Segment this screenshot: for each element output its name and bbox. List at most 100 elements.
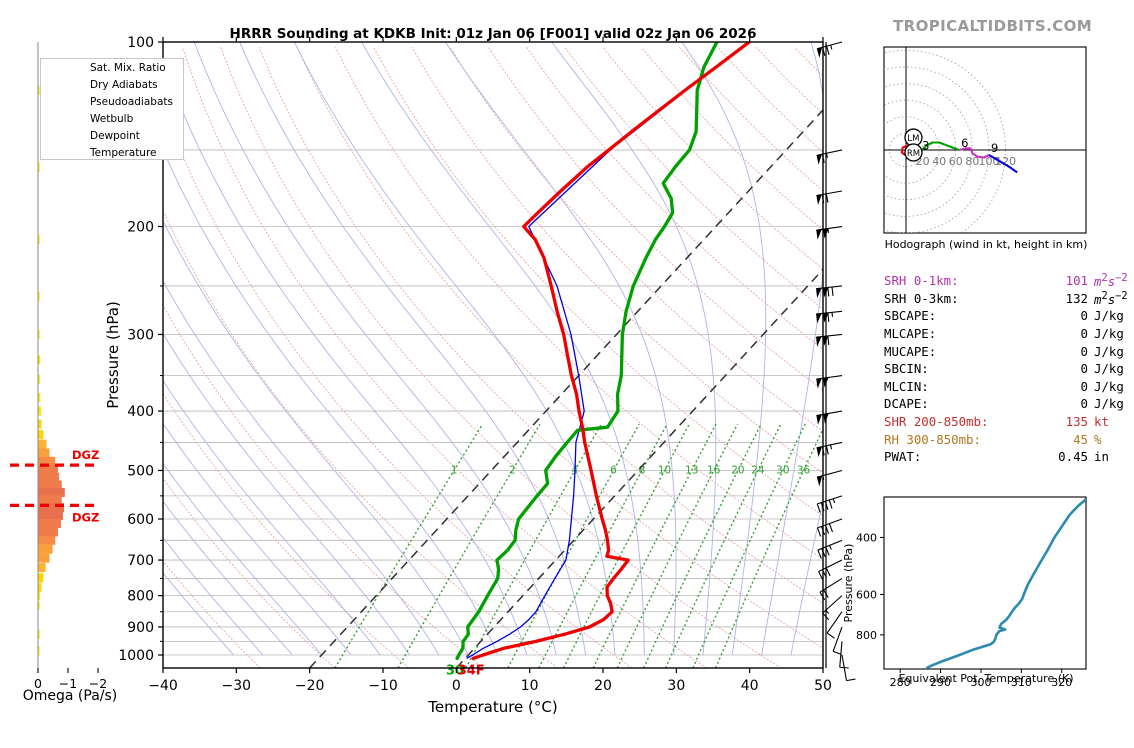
legend-item: Dry Adiabats bbox=[41, 76, 183, 93]
omega-bar bbox=[38, 430, 44, 440]
parameter-unit: J/kg bbox=[1094, 396, 1124, 412]
omega-panel: DGZ DGZ 0 −1 −2 bbox=[10, 42, 107, 691]
parameter-value: 0 bbox=[1080, 361, 1088, 377]
thetae-y-axis-label: Pressure (hPa) bbox=[842, 544, 855, 623]
omega-bar bbox=[38, 582, 42, 592]
parameter-row: MLCAPE: 0 J/kg bbox=[884, 325, 1134, 343]
surface-dewpoint-label: 30 bbox=[446, 663, 464, 678]
temperature-tick-label: −20 bbox=[295, 678, 325, 694]
parameter-label: SBCIN: bbox=[884, 361, 929, 377]
omega-bar bbox=[38, 291, 40, 301]
dewpoint-curve bbox=[455, 42, 719, 661]
omega-bar bbox=[38, 392, 41, 402]
legend-item: Sat. Mix. Ratio bbox=[41, 59, 183, 76]
parameter-row: SRH 0-1km: 101 m2s−2 bbox=[884, 272, 1134, 290]
parameter-value: 0 bbox=[1080, 378, 1088, 394]
parameter-value: 101 bbox=[1065, 273, 1088, 289]
temperature-tick-label: 40 bbox=[741, 678, 759, 694]
thetae-curve bbox=[925, 498, 1086, 669]
pressure-tick-label: 900 bbox=[127, 620, 154, 636]
hodograph-ring-label: 60 bbox=[949, 155, 963, 168]
omega-bar bbox=[38, 503, 65, 513]
omega-tick-label: −2 bbox=[89, 676, 107, 691]
parameter-value: 0 bbox=[1080, 396, 1088, 412]
omega-bar bbox=[38, 573, 44, 583]
temperature-tick-label: 50 bbox=[814, 678, 832, 694]
surface-temperature-label: 34F bbox=[458, 663, 485, 678]
wind-barb bbox=[816, 374, 843, 389]
parameter-unit: m2s−2 bbox=[1094, 289, 1128, 307]
parameter-row: PWAT: 0.45 in bbox=[884, 448, 1134, 466]
parameter-unit: % bbox=[1094, 431, 1102, 447]
pressure-tick-label: 200 bbox=[127, 220, 154, 236]
omega-bar bbox=[38, 600, 40, 610]
omega-bar bbox=[38, 329, 40, 339]
thetae-x-tick-label: 310 bbox=[1011, 676, 1032, 689]
wind-barb bbox=[839, 641, 849, 669]
skewt-background-grid: 1 2 4 6 8 10 13 16 20 24 30 36 bbox=[163, 42, 823, 668]
legend-label: Temperature bbox=[90, 146, 157, 159]
mixing-ratio-label: 10 bbox=[658, 464, 671, 476]
omega-bar bbox=[38, 439, 47, 449]
mixing-ratio-label: 13 bbox=[685, 464, 698, 476]
wind-barb bbox=[816, 441, 843, 458]
thetae-y-tick-label: 800 bbox=[856, 629, 877, 642]
parameter-label: SHR 200-850mb: bbox=[884, 414, 989, 430]
mixing-ratio-label: 24 bbox=[751, 464, 765, 476]
parameter-label: SBCAPE: bbox=[884, 308, 937, 324]
mixing-ratio-label: 30 bbox=[776, 464, 789, 476]
parameter-value: 135 bbox=[1065, 414, 1088, 430]
parameter-value: 0.45 bbox=[1058, 449, 1088, 465]
hodograph-ring-label: 120 bbox=[995, 155, 1016, 168]
thetae-x-tick-label: 320 bbox=[1051, 676, 1072, 689]
hodograph-height-label: 3 bbox=[922, 138, 929, 152]
omega-bar bbox=[38, 544, 53, 554]
site-watermark: TROPICALTIDBITS.COM bbox=[893, 17, 1093, 35]
parameter-unit: J/kg bbox=[1094, 343, 1124, 359]
legend-item: Wetbulb bbox=[41, 110, 183, 127]
wind-barb bbox=[816, 410, 843, 425]
mixing-ratio-label: 16 bbox=[707, 464, 721, 476]
temperature-tick-label: 0 bbox=[452, 678, 461, 694]
omega-bar bbox=[38, 480, 62, 490]
wind-barb bbox=[816, 285, 843, 299]
pressure-tick-label: 400 bbox=[127, 404, 154, 420]
omega-bar bbox=[38, 487, 65, 497]
legend-label: Dry Adiabats bbox=[90, 78, 158, 91]
parameter-row: SHR 200-850mb: 135 kt bbox=[884, 413, 1134, 431]
temperature-tick-label: −40 bbox=[148, 678, 178, 694]
omega-bar bbox=[38, 629, 40, 639]
omega-bar bbox=[38, 86, 40, 96]
wetbulb-curve bbox=[466, 42, 749, 659]
parameter-row: MLCIN: 0 J/kg bbox=[884, 378, 1134, 396]
legend-label: Pseudoadiabats bbox=[90, 95, 173, 108]
wind-barb bbox=[816, 333, 843, 347]
parameter-label: PWAT: bbox=[884, 449, 922, 465]
temperature-axis-label: Temperature (°C) bbox=[427, 698, 557, 716]
wind-barb-column bbox=[816, 41, 856, 682]
sounding-parameters-table: SRH 0-1km: 101 m2s−2 SRH 0-3km: 132 m2s−2 SBCA… bbox=[884, 272, 1134, 466]
parameter-unit: J/kg bbox=[1094, 308, 1124, 324]
pressure-tick-label: 600 bbox=[127, 512, 154, 528]
hodograph-ring-label: 80 bbox=[965, 155, 979, 168]
hodograph-height-label: 9 bbox=[991, 141, 998, 155]
parameter-label: RH 300-850mb: bbox=[884, 431, 981, 447]
temperature-tick-label: 10 bbox=[521, 678, 539, 694]
dgz-label: DGZ bbox=[72, 510, 99, 524]
omega-bar bbox=[38, 374, 40, 384]
parameter-label: SRH 0-3km: bbox=[884, 290, 959, 306]
hodograph-trace bbox=[958, 147, 990, 159]
legend-item: Temperature bbox=[41, 144, 183, 161]
legend-label: Dewpoint bbox=[90, 129, 140, 142]
skewt-legend: Sat. Mix. Ratio Dry Adiabats Pseudoadiab… bbox=[40, 58, 184, 160]
storm-motion-marker bbox=[904, 143, 923, 162]
wind-barb bbox=[816, 310, 843, 324]
mixing-ratio-label: 1 bbox=[451, 464, 458, 476]
parameter-row: SBCIN: 0 J/kg bbox=[884, 360, 1134, 378]
hodograph-ring-label: 40 bbox=[932, 155, 946, 168]
storm-motion-label: RM bbox=[907, 149, 920, 159]
omega-bar bbox=[38, 527, 58, 537]
